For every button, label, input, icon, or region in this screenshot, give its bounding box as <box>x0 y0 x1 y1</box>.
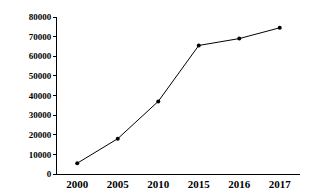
svg-text:80000: 80000 <box>29 12 52 22</box>
svg-text:2017: 2017 <box>269 178 292 190</box>
svg-text:2016: 2016 <box>228 178 251 190</box>
svg-text:2005: 2005 <box>107 178 130 190</box>
svg-text:10000: 10000 <box>29 150 52 160</box>
svg-text:2015: 2015 <box>188 178 211 190</box>
svg-text:30000: 30000 <box>29 110 52 120</box>
svg-text:40000: 40000 <box>29 91 52 101</box>
svg-text:0: 0 <box>47 169 52 179</box>
svg-text:50000: 50000 <box>29 71 52 81</box>
svg-text:60000: 60000 <box>29 51 52 61</box>
svg-text:2010: 2010 <box>147 178 170 190</box>
svg-text:2000: 2000 <box>66 178 89 190</box>
svg-text:70000: 70000 <box>29 32 52 42</box>
svg-text:20000: 20000 <box>29 130 52 140</box>
